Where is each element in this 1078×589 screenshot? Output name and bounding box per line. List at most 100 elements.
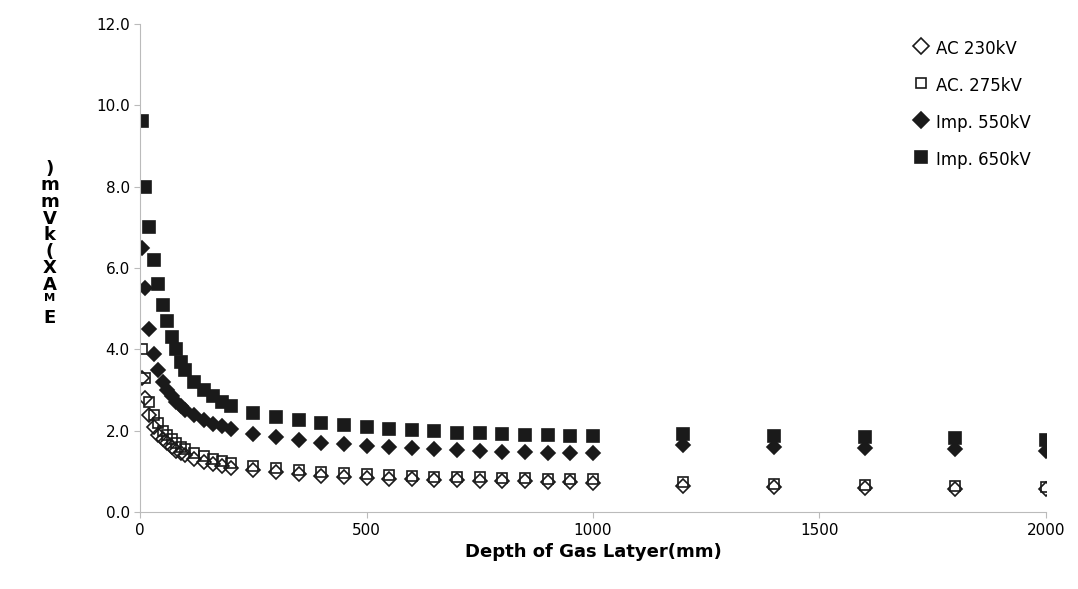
Imp. 550kV — [564, 449, 577, 456]
Imp. 650kV — [156, 301, 169, 308]
Imp. 550kV — [1039, 447, 1052, 454]
Imp. 550kV — [496, 448, 509, 455]
Imp. 550kV — [270, 434, 282, 441]
AC 230kV — [383, 475, 396, 482]
AC 230kV — [165, 444, 178, 451]
Imp. 650kV — [858, 434, 871, 441]
AC. 275kV — [206, 455, 219, 462]
Imp. 650kV — [148, 256, 161, 263]
AC 230kV — [175, 450, 188, 457]
AC 230kV — [949, 485, 962, 492]
Imp. 550kV — [179, 406, 192, 413]
AC. 275kV — [216, 457, 229, 464]
Imp. 550kV — [473, 448, 486, 455]
AC. 275kV — [858, 482, 871, 489]
Imp. 650kV — [405, 426, 418, 434]
AC 230kV — [564, 479, 577, 486]
AC 230kV — [170, 448, 183, 455]
Imp. 550kV — [136, 244, 149, 251]
AC 230kV — [156, 435, 169, 443]
Imp. 550kV — [170, 398, 183, 405]
AC. 275kV — [170, 439, 183, 446]
AC 230kV — [337, 473, 350, 480]
AC. 275kV — [1039, 483, 1052, 490]
AC 230kV — [136, 375, 149, 382]
Imp. 650kV — [188, 379, 201, 386]
AC 230kV — [247, 466, 260, 473]
Imp. 550kV — [315, 439, 328, 446]
AC 230kV — [496, 478, 509, 485]
Imp. 550kV — [292, 437, 305, 444]
Imp. 650kV — [564, 432, 577, 439]
Imp. 550kV — [586, 450, 599, 457]
Imp. 650kV — [541, 432, 554, 439]
Imp. 550kV — [451, 446, 464, 454]
Imp. 650kV — [216, 398, 229, 405]
AC 230kV — [138, 395, 151, 402]
Imp. 550kV — [175, 402, 188, 409]
Imp. 550kV — [247, 431, 260, 438]
Imp. 550kV — [152, 366, 165, 373]
Imp. 650kV — [161, 317, 174, 325]
AC. 275kV — [586, 476, 599, 483]
AC 230kV — [405, 475, 418, 482]
AC 230kV — [360, 474, 373, 481]
AC. 275kV — [405, 472, 418, 479]
Imp. 650kV — [136, 118, 149, 125]
AC 230kV — [270, 468, 282, 475]
AC. 275kV — [768, 481, 780, 488]
Imp. 650kV — [428, 428, 441, 435]
AC 230kV — [541, 478, 554, 485]
AC 230kV — [188, 456, 201, 463]
Imp. 550kV — [165, 393, 178, 400]
AC. 275kV — [188, 450, 201, 457]
Imp. 650kV — [138, 183, 151, 190]
AC. 275kV — [197, 453, 210, 460]
Imp. 650kV — [383, 425, 396, 432]
AC. 275kV — [165, 435, 178, 443]
AC 230kV — [315, 472, 328, 479]
Imp. 650kV — [170, 346, 183, 353]
Line: Imp. 650kV: Imp. 650kV — [137, 116, 1051, 445]
Imp. 650kV — [360, 423, 373, 431]
Imp. 650kV — [768, 433, 780, 440]
Imp. 650kV — [292, 416, 305, 423]
Imp. 550kV — [405, 445, 418, 452]
AC 230kV — [768, 484, 780, 491]
AC 230kV — [519, 478, 531, 485]
AC. 275kV — [496, 474, 509, 481]
Imp. 550kV — [138, 285, 151, 292]
AC 230kV — [197, 458, 210, 465]
AC. 275kV — [148, 411, 161, 418]
AC 230kV — [152, 432, 165, 439]
AC. 275kV — [138, 375, 151, 382]
Legend: AC 230kV, AC. 275kV, Imp. 550kV, Imp. 650kV: AC 230kV, AC. 275kV, Imp. 550kV, Imp. 65… — [908, 32, 1037, 177]
AC 230kV — [451, 477, 464, 484]
Imp. 550kV — [337, 441, 350, 448]
Imp. 650kV — [197, 387, 210, 394]
Imp. 550kV — [428, 446, 441, 453]
AC 230kV — [292, 470, 305, 477]
AC. 275kV — [142, 399, 155, 406]
AC. 275kV — [161, 432, 174, 439]
Imp. 650kV — [165, 334, 178, 341]
Imp. 550kV — [541, 449, 554, 456]
Imp. 650kV — [1039, 436, 1052, 444]
AC. 275kV — [247, 462, 260, 469]
Line: AC. 275kV: AC. 275kV — [138, 345, 1051, 492]
AC. 275kV — [564, 475, 577, 482]
Imp. 550kV — [224, 425, 237, 432]
Line: Imp. 550kV: Imp. 550kV — [138, 243, 1051, 458]
Imp. 650kV — [949, 434, 962, 441]
Imp. 650kV — [179, 366, 192, 373]
Imp. 650kV — [677, 431, 690, 438]
AC. 275kV — [315, 468, 328, 475]
Imp. 650kV — [337, 422, 350, 429]
AC 230kV — [428, 477, 441, 484]
AC 230kV — [179, 452, 192, 459]
Imp. 650kV — [473, 430, 486, 437]
Imp. 650kV — [224, 402, 237, 409]
AC. 275kV — [383, 471, 396, 478]
AC 230kV — [161, 439, 174, 446]
AC. 275kV — [152, 419, 165, 426]
